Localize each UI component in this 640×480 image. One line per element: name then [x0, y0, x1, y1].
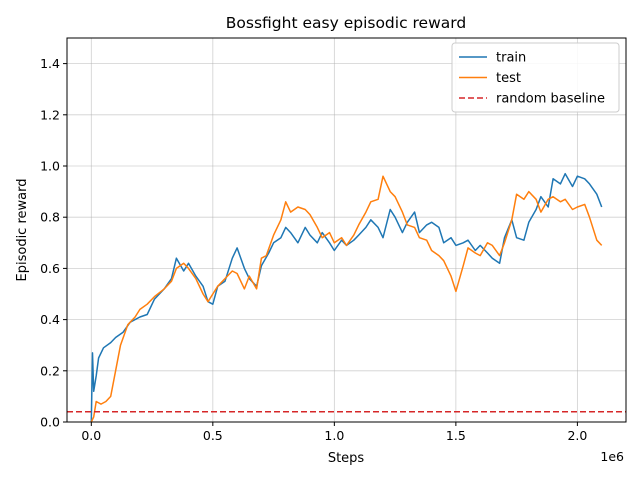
y-tick-label: 0.6	[40, 261, 60, 276]
y-tick-label: 0.8	[40, 210, 60, 225]
x-tick-label: 1.0	[324, 428, 344, 443]
legend-box	[451, 42, 620, 113]
series-layer	[67, 172, 626, 422]
legend-label-random-baseline: random baseline	[496, 92, 605, 107]
x-tick-label: 0.0	[81, 428, 101, 443]
x-tick-label: 1.5	[446, 428, 466, 443]
y-tick-label: 1.2	[40, 107, 60, 122]
series-test-line	[90, 175, 603, 422]
plot-frame	[66, 37, 627, 423]
y-ticks: 0.0 0.2 0.4 0.6 0.8 1.0 1.2 1.4	[40, 56, 67, 430]
y-tick-label: 0.4	[40, 312, 60, 327]
x-tick-label: 0.5	[203, 428, 223, 443]
y-tick-label: 0.0	[40, 415, 60, 430]
x-ticks: 0.0 0.5 1.0 1.5 2.0	[81, 422, 587, 443]
legend-label-train: train	[496, 51, 526, 66]
legend: train test random baseline	[451, 42, 620, 113]
legend-label-test: test	[496, 71, 521, 86]
y-axis-label: Episodic reward	[15, 179, 30, 282]
y-tick-label: 1.4	[40, 56, 60, 71]
y-tick-label: 0.2	[40, 363, 60, 378]
y-tick-label: 1.0	[40, 159, 60, 174]
x-multiplier-label: 1e6	[600, 449, 624, 464]
x-axis-label: Steps	[328, 451, 365, 466]
x-tick-label: 2.0	[567, 428, 587, 443]
chart-title: Bossfight easy episodic reward	[226, 14, 466, 32]
grid-layer	[67, 38, 626, 423]
